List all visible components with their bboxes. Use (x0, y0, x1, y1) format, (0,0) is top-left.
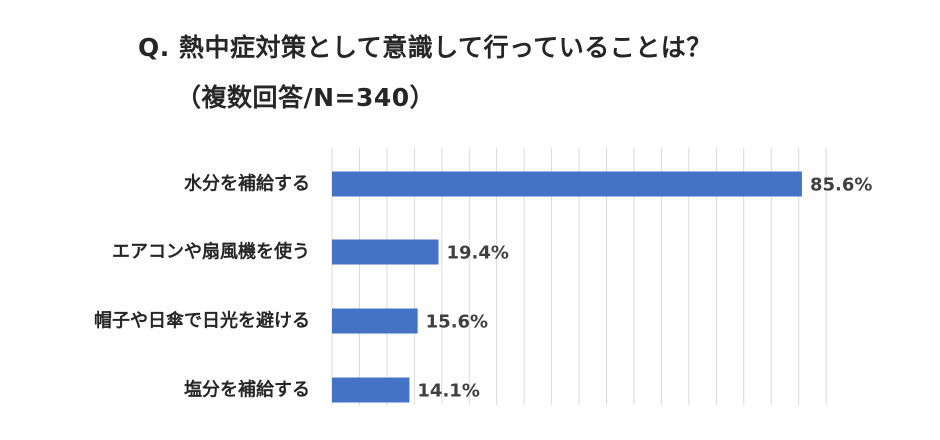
category-label: エアコンや扇風機を使う (112, 241, 310, 263)
value-label: 14.1% (417, 381, 479, 402)
value-label: 85.6% (810, 175, 872, 196)
bar (332, 171, 802, 197)
chart-title-line-1: Q. 熱中症対策として意識して行っていることは？ (138, 33, 712, 62)
category-label: 塩分を補給する (184, 379, 310, 401)
category-label: 水分を補給する (184, 173, 310, 195)
bar (332, 377, 410, 403)
bar (332, 239, 439, 265)
value-label: 15.6% (426, 312, 488, 333)
chart-title-line-2: （複数回答/N=340） (176, 83, 436, 112)
value-label: 19.4% (447, 243, 509, 264)
category-label: 帽子や日傘で日光を避ける (94, 310, 310, 332)
bar (332, 308, 418, 334)
